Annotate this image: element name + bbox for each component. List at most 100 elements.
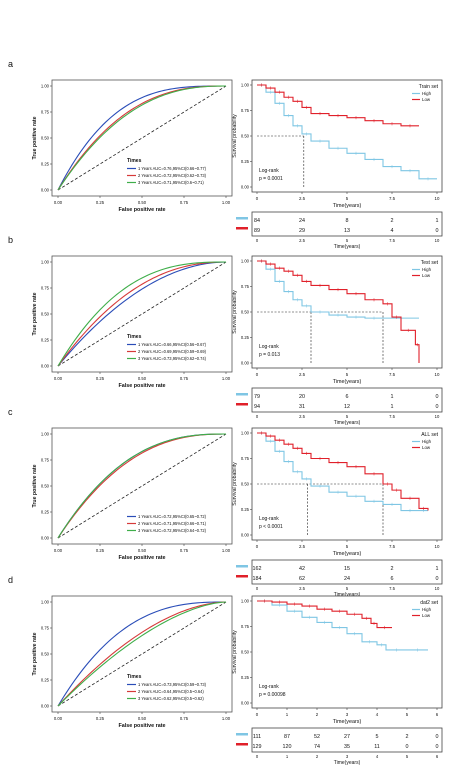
x-tick-label: 0.75 [180,548,189,553]
km-x-tick-label: 7.5 [389,196,396,201]
km-legend-entry: Low [422,273,431,278]
km-x-tick-label: 7.5 [389,372,396,377]
roc-plot: 0.00 0.00 0.25 0.25 0.50 0.50 0.75 0.75 1.00 1.00… [32,79,233,213]
y-tick-label: 0.25 [41,510,50,515]
y-tick-label: 0.75 [41,458,50,463]
roc-curve-3 [57,261,226,367]
panel-letter: d [8,575,13,585]
km-y-tick-label: 0.50 [241,310,250,315]
y-axis-label: True positive rate [32,116,38,159]
roc-plot: 0.00 0.00 0.25 0.25 0.50 0.50 0.75 0.75 1.00 1.00… [32,427,233,561]
km-x-axis-label: Time(years) [333,203,362,209]
km-x-tick-label: 5 [346,372,349,377]
km-y-axis-label: Survival probability [232,630,238,674]
logrank-label: Log-rank [259,344,279,350]
x-tick-label: 0.50 [138,716,147,721]
panel-letter: a [8,59,13,69]
km-y-tick-label: 1.00 [241,83,250,88]
risk-cell: 1 [391,394,394,400]
risk-cell: 13 [344,228,350,234]
reference-diagonal [57,85,227,191]
km-curve-high [257,600,428,651]
km-x-tick-label: 10 [435,544,440,549]
y-tick-label: 0.75 [41,626,50,631]
km-y-tick-label: 1.00 [241,259,250,264]
risk-cell: 24 [299,218,305,224]
risk-cell: 6 [346,394,349,400]
y-axis-label: True positive rate [32,464,38,507]
legend-entry: 3 Years AUC=0.72,95%CI(0.64~0.72) [138,528,207,533]
risk-cell: 87 [284,734,290,740]
risk-cell: 1 [391,404,394,410]
km-x-tick-label: 7.5 [389,544,396,549]
risk-x-tick-label: 3 [346,754,349,759]
km-curve-low [257,84,419,127]
risk-table-frame [251,211,443,237]
km-x-tick-label: 0 [256,372,259,377]
km-x-tick-label: 0 [256,196,259,201]
panel-letter: c [8,407,13,417]
risk-cell: 2 [391,566,394,572]
km-y-tick-label: 1.00 [241,599,250,604]
km-y-tick-label: 0.50 [241,650,250,655]
risk-cell: 129 [253,744,262,750]
risk-row-swatch [236,227,248,230]
roc-plot: 0.00 0.00 0.25 0.25 0.50 0.50 0.75 0.75 1.00 1.00… [32,255,233,389]
y-tick-label: 0.75 [41,286,50,291]
p-value: p = 0.00098 [259,692,286,698]
risk-cell: 120 [283,744,292,750]
km-y-tick-label: 0.00 [241,701,250,706]
km-x-tick-label: 2.5 [299,544,306,549]
x-axis-label: False positive rate [118,383,165,389]
x-tick-label: 0.25 [96,376,105,381]
risk-cell: 12 [344,404,350,410]
p-value: p < 0.0001 [259,524,283,530]
km-x-tick-label: 4 [376,712,379,717]
km-y-tick-label: 1.00 [241,431,250,436]
legend-entry: 2 Years AUC=0.71,95%CI(0.66~0.71) [138,521,207,526]
roc-curve-2 [57,601,227,707]
risk-x-tick-label: 5 [406,754,409,759]
km-x-axis-label: Time(years) [333,379,362,385]
risk-cell: 84 [254,218,260,224]
km-frame [251,79,443,193]
reference-diagonal [57,601,227,707]
roc-curve-1 [57,601,226,707]
km-x-tick-label: 2 [316,712,319,717]
x-tick-label: 0.25 [96,548,105,553]
risk-table-frame [251,559,443,585]
km-legend-entry: High [422,607,432,612]
km-y-tick-label: 0.25 [241,675,250,680]
risk-cell: 35 [344,744,350,750]
km-x-axis-label: Time(years) [333,551,362,557]
risk-cell: 29 [299,228,305,234]
x-tick-label: 0.00 [54,548,63,553]
risk-table-frame [251,387,443,413]
km-plot: 0.000.250.500.751.000 2.5 5 7.5 10Time(years… [232,427,443,598]
km-x-tick-label: 3 [346,712,349,717]
km-legend-entry: High [422,439,432,444]
x-tick-label: 0.25 [96,716,105,721]
y-tick-label: 1.00 [41,260,50,265]
risk-cell: 111 [253,734,261,740]
y-tick-label: 1.00 [41,432,50,437]
x-axis-label: False positive rate [118,207,165,213]
y-tick-label: 0.00 [41,364,50,369]
x-tick-label: 0.75 [180,716,189,721]
risk-row-swatch [236,393,248,396]
panel-letter: b [8,235,13,245]
risk-cell: 89 [254,228,260,234]
risk-x-tick-label: 0 [256,754,259,759]
risk-row-swatch [236,217,248,220]
legend-entry: 3 Years AUC=0.71,95%CI(0.6~0.71) [138,180,204,185]
y-tick-label: 0.00 [41,704,50,709]
y-tick-label: 0.75 [41,110,50,115]
logrank-label: Log-rank [259,168,279,174]
y-tick-label: 1.00 [41,84,50,89]
y-tick-label: 0.50 [41,484,50,489]
km-y-tick-label: 0.00 [241,361,250,366]
risk-cell: 8 [346,218,349,224]
risk-x-tick-label: 6 [436,754,439,759]
risk-cell: 2 [406,734,409,740]
km-y-axis-label: Survival probability [232,462,238,506]
